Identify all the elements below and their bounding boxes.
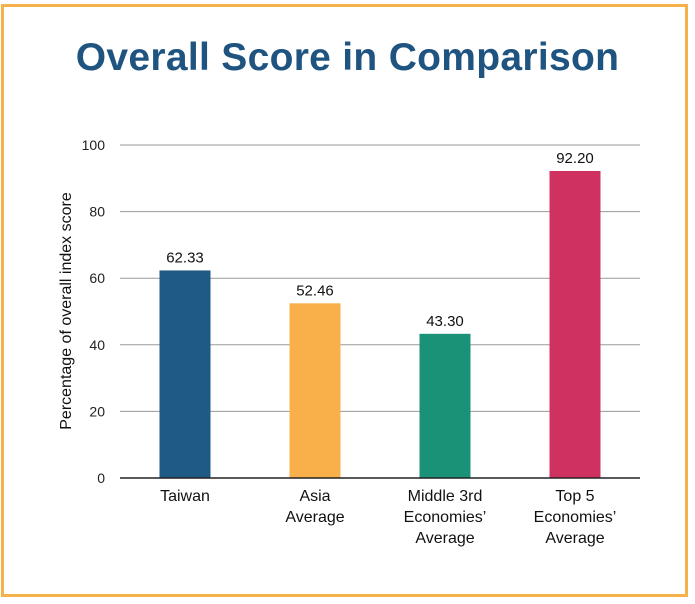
y-tick-label: 100 xyxy=(82,137,106,153)
bar-value-label: 62.33 xyxy=(166,249,204,266)
y-tick-label: 60 xyxy=(89,270,105,286)
x-tick-label: Asia xyxy=(299,488,330,505)
x-tick-label: Average xyxy=(545,530,604,547)
bar xyxy=(159,270,211,478)
y-tick-label: 80 xyxy=(89,204,105,220)
x-tick-label: Top 5 xyxy=(555,488,594,505)
x-tick-label: Middle 3rd xyxy=(408,488,483,505)
x-tick-label: Economies’ xyxy=(404,509,487,526)
y-tick-label: 40 xyxy=(89,337,105,353)
bar-value-label: 52.46 xyxy=(296,282,334,299)
bar-value-label: 43.30 xyxy=(426,313,464,330)
y-tick-label: 20 xyxy=(89,403,105,419)
bar xyxy=(549,170,601,478)
x-tick-label: Economies’ xyxy=(534,509,617,526)
x-tick-label: Average xyxy=(285,509,344,526)
bar-value-label: 92.20 xyxy=(556,150,594,167)
x-tick-label: Average xyxy=(415,530,474,547)
bar xyxy=(289,303,341,478)
bar xyxy=(419,333,471,478)
chart-title: Overall Score in Comparison xyxy=(75,36,620,79)
x-tick-label: Taiwan xyxy=(160,488,210,505)
y-tick-label: 0 xyxy=(97,470,105,486)
y-axis-label: Percentage of overall index score xyxy=(58,192,75,430)
